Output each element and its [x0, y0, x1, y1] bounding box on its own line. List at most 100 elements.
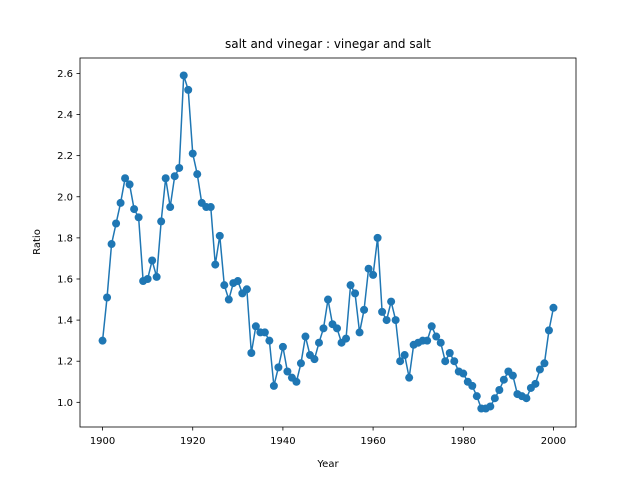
data-point	[441, 357, 450, 366]
y-tick-label: 1.0	[57, 398, 73, 409]
data-point	[188, 149, 197, 158]
data-point	[391, 316, 400, 325]
data-point	[301, 332, 310, 341]
data-point	[107, 240, 116, 249]
data-point	[251, 322, 260, 331]
axes-frame	[79, 57, 577, 428]
x-tick-label: 1940	[270, 436, 295, 447]
y-tick-label: 2.4	[57, 110, 73, 121]
data-point	[148, 256, 157, 265]
data-point	[405, 373, 414, 382]
data-point	[495, 385, 504, 394]
x-tick-label: 1920	[180, 436, 205, 447]
data-point	[265, 336, 274, 345]
data-point	[346, 281, 355, 290]
data-point	[161, 174, 170, 183]
data-point	[233, 277, 242, 286]
data-point	[116, 198, 125, 207]
x-tick-label: 1960	[360, 436, 385, 447]
data-point	[170, 172, 179, 181]
data-point	[134, 213, 143, 222]
data-point	[260, 328, 269, 337]
data-point	[459, 369, 468, 378]
data-point	[351, 289, 360, 298]
data-point	[333, 324, 342, 333]
data-point	[215, 231, 224, 240]
data-point	[369, 270, 378, 279]
data-point	[130, 205, 139, 214]
data-point	[220, 281, 229, 290]
y-tick-label: 2.6	[57, 69, 73, 80]
y-tick-label: 1.2	[57, 357, 73, 368]
data-point	[98, 336, 107, 345]
y-tick-label: 1.8	[57, 233, 73, 244]
data-point	[242, 285, 251, 294]
data-point	[378, 307, 387, 316]
chart-title: salt and vinegar : vinegar and salt	[225, 37, 431, 51]
y-tick-label: 2.2	[57, 151, 73, 162]
data-point	[544, 326, 553, 335]
data-point	[247, 348, 256, 357]
data-point	[319, 324, 328, 333]
data-point	[179, 71, 188, 80]
data-point	[508, 371, 517, 380]
data-point	[396, 357, 405, 366]
x-tick-label: 1980	[451, 436, 476, 447]
data-point	[121, 174, 130, 183]
data-point	[211, 260, 220, 269]
data-point	[360, 305, 369, 314]
data-point	[112, 219, 121, 228]
data-point	[522, 394, 531, 403]
data-point	[125, 180, 134, 189]
data-point	[432, 332, 441, 341]
data-point	[549, 303, 558, 312]
data-point	[324, 295, 332, 304]
data-point	[427, 322, 436, 331]
data-point	[143, 274, 152, 283]
data-point	[157, 217, 166, 226]
data-point	[278, 342, 287, 351]
x-tick-label: 2000	[541, 436, 566, 447]
y-tick-label: 1.6	[57, 274, 73, 285]
y-axis: 1.0 1.2 1.4 1.6 1.8 2.0 2.2 2.4 2.6	[57, 69, 80, 409]
data-point	[490, 394, 499, 403]
x-axis: 1900 1920 1940 1960 1980 2000	[90, 427, 566, 447]
data-point	[103, 293, 112, 302]
data-point	[382, 316, 391, 325]
plot-area	[98, 71, 558, 413]
data-point	[423, 336, 432, 345]
y-tick-label: 1.4	[57, 316, 73, 327]
data-point	[296, 359, 305, 368]
data-point	[283, 367, 292, 376]
data-point	[206, 203, 215, 212]
data-point	[499, 375, 508, 384]
data-point	[355, 328, 364, 337]
data-point	[184, 85, 193, 94]
data-point	[269, 381, 278, 390]
data-point	[166, 203, 175, 212]
data-point	[468, 381, 477, 390]
data-point	[445, 348, 454, 357]
data-point	[342, 334, 351, 343]
data-point	[535, 365, 544, 374]
data-point	[531, 379, 540, 388]
x-axis-label: Year	[316, 459, 339, 470]
data-point	[314, 338, 323, 347]
data-point	[540, 359, 549, 368]
data-point	[486, 402, 495, 411]
data-point	[193, 170, 202, 179]
data-point	[310, 355, 319, 364]
data-point	[387, 297, 396, 306]
y-tick-label: 2.0	[57, 192, 73, 203]
data-point	[400, 351, 409, 360]
data-point	[175, 163, 184, 172]
data-point	[364, 264, 373, 273]
data-point	[292, 377, 301, 386]
data-point	[373, 233, 382, 242]
data-point	[152, 272, 161, 281]
y-axis-label: Ratio	[32, 229, 43, 255]
data-point	[450, 357, 459, 366]
data-point	[274, 363, 283, 372]
